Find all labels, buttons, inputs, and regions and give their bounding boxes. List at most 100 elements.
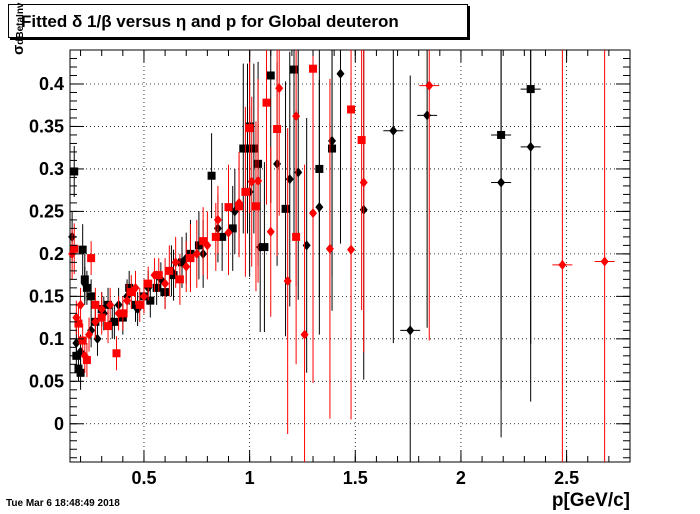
data-point bbox=[315, 202, 324, 213]
data-point bbox=[243, 144, 252, 153]
data-point bbox=[224, 227, 233, 238]
data-point bbox=[300, 329, 309, 340]
data-point bbox=[82, 356, 91, 365]
data-point bbox=[78, 245, 87, 254]
data-point bbox=[262, 98, 271, 107]
data-points bbox=[68, 50, 615, 462]
series-2 bbox=[70, 50, 366, 378]
data-point bbox=[97, 304, 106, 315]
data-point bbox=[80, 278, 89, 289]
data-point bbox=[497, 177, 506, 188]
data-point bbox=[239, 144, 248, 153]
data-point bbox=[72, 312, 81, 323]
y-tick-label: 0.1 bbox=[39, 329, 64, 349]
plot-frame bbox=[69, 49, 631, 463]
data-point bbox=[247, 176, 256, 187]
data-point bbox=[389, 125, 398, 136]
data-point bbox=[74, 319, 83, 328]
data-point bbox=[186, 254, 195, 263]
data-point bbox=[114, 308, 123, 319]
y-axis-label: σdBetaInv bbox=[10, 3, 27, 56]
data-point bbox=[357, 136, 366, 145]
data-point bbox=[144, 279, 153, 288]
data-point bbox=[211, 232, 220, 241]
data-point bbox=[600, 256, 609, 267]
y-tick-label: 0.3 bbox=[39, 159, 64, 179]
data-point bbox=[526, 141, 535, 152]
data-point bbox=[104, 322, 113, 331]
data-point bbox=[241, 187, 250, 196]
data-point bbox=[192, 248, 201, 259]
x-tick-label: 2 bbox=[456, 468, 466, 488]
data-point bbox=[125, 283, 134, 292]
data-point bbox=[309, 208, 318, 219]
data-point bbox=[245, 124, 254, 133]
data-point bbox=[169, 271, 178, 280]
data-point bbox=[235, 197, 244, 208]
data-point bbox=[228, 224, 237, 233]
axes: 0.5 1 1.5 2 2.5 0 0.05 0.1 0.15 0.2 0.25 0.3 0.35 0.4 bbox=[29, 50, 630, 488]
y-tick-label: 0 bbox=[54, 414, 64, 434]
data-point bbox=[76, 368, 85, 377]
data-point bbox=[292, 111, 301, 122]
data-point bbox=[171, 257, 180, 268]
x-tick-label: 2.5 bbox=[554, 468, 579, 488]
y-tick-label: 0.25 bbox=[29, 201, 64, 221]
timestamp: Tue Mar 6 18:48:49 2018 bbox=[6, 498, 120, 509]
data-point bbox=[87, 254, 96, 263]
y-axis-label-sub: dBetaInv bbox=[15, 2, 26, 45]
x-axis-label: p[GeV/c] bbox=[551, 490, 630, 511]
y-tick-label: 0.35 bbox=[29, 116, 64, 136]
data-point bbox=[281, 204, 290, 213]
data-point bbox=[150, 270, 159, 281]
data-point bbox=[203, 240, 212, 251]
data-point bbox=[406, 325, 415, 336]
data-point bbox=[266, 71, 275, 80]
data-point bbox=[139, 291, 148, 302]
y-axis-label-main: σ bbox=[10, 44, 27, 55]
data-point bbox=[165, 266, 174, 275]
data-point bbox=[72, 338, 81, 349]
data-point bbox=[161, 278, 170, 289]
data-point bbox=[74, 364, 83, 373]
data-point bbox=[207, 171, 216, 180]
data-point bbox=[123, 295, 132, 306]
data-point bbox=[82, 283, 91, 292]
data-point bbox=[80, 350, 89, 361]
data-point bbox=[558, 259, 567, 270]
data-point bbox=[325, 243, 334, 254]
data-point bbox=[213, 214, 222, 225]
series-1 bbox=[68, 50, 541, 462]
data-point bbox=[78, 336, 87, 345]
data-point bbox=[347, 244, 356, 255]
data-point bbox=[127, 288, 136, 297]
data-point bbox=[146, 296, 155, 305]
series-3 bbox=[68, 50, 615, 462]
data-point bbox=[290, 65, 298, 74]
chart-title: Fitted δ 1/β versus η and p for Global d… bbox=[21, 12, 399, 31]
data-point bbox=[135, 300, 144, 309]
x-tick-label: 1 bbox=[245, 468, 255, 488]
data-point bbox=[260, 243, 269, 252]
data-point bbox=[194, 241, 203, 250]
data-point bbox=[175, 275, 184, 284]
data-point bbox=[254, 175, 263, 186]
grid-lines bbox=[70, 50, 630, 462]
data-point bbox=[266, 226, 275, 237]
data-point bbox=[87, 292, 96, 301]
data-point bbox=[112, 349, 121, 358]
data-point bbox=[76, 299, 85, 310]
data-point bbox=[283, 276, 292, 287]
y-tick-label: 0.2 bbox=[39, 244, 64, 264]
data-point bbox=[118, 309, 127, 318]
y-tick-label: 0.15 bbox=[29, 286, 64, 306]
data-point bbox=[251, 202, 260, 211]
data-point bbox=[218, 232, 227, 241]
y-tick-label: 0.4 bbox=[39, 74, 64, 94]
data-point bbox=[249, 144, 258, 153]
y-tick-label: 0.05 bbox=[29, 371, 64, 391]
data-point bbox=[106, 299, 115, 310]
data-point bbox=[152, 283, 161, 292]
data-point bbox=[70, 167, 79, 176]
x-tick-label: 0.5 bbox=[131, 468, 156, 488]
